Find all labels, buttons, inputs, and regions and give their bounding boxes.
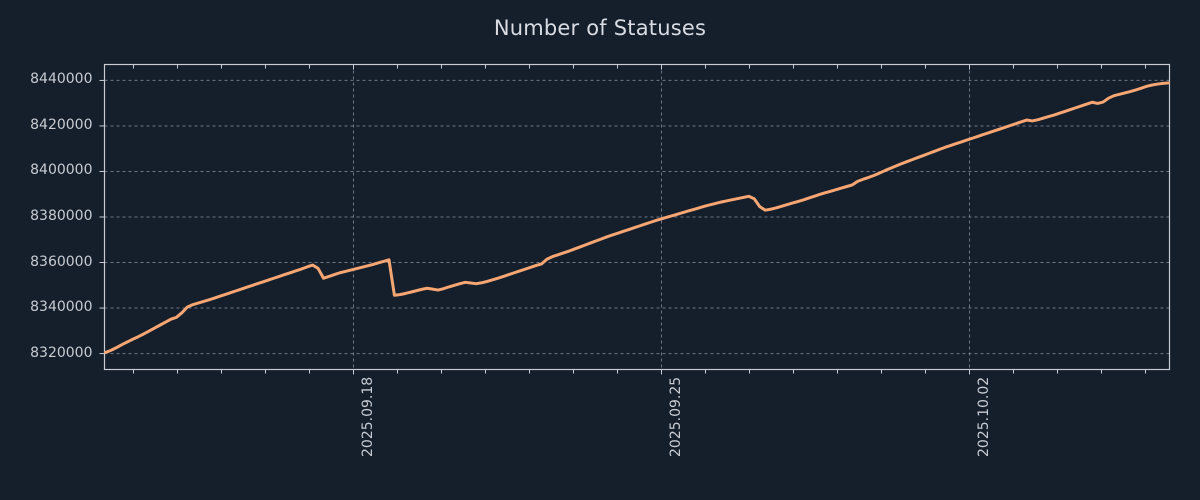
y-axis-tick-label: 8420000 [30,116,93,133]
axis-ticks [99,64,1146,375]
x-axis-tick-label: 2025.10.02 [975,376,992,457]
y-axis-tick-label: 8440000 [30,71,93,88]
y-axis-tick-label: 8360000 [30,253,93,270]
x-axis-tick-label: 2025.09.25 [667,376,684,457]
x-axis-tick-label: 2025.09.18 [359,376,376,457]
plot-frame [103,63,1171,371]
y-axis-tick-label: 8400000 [30,162,93,179]
grid-lines [104,64,1170,370]
y-axis-tick-label: 8380000 [30,208,93,224]
data-line-number-of-statuses [104,81,1170,354]
chart-title: Number of Statuses [493,16,707,40]
y-axis-tick-label: 8340000 [30,299,93,316]
y-axis-tick-label: 8320000 [30,344,93,361]
